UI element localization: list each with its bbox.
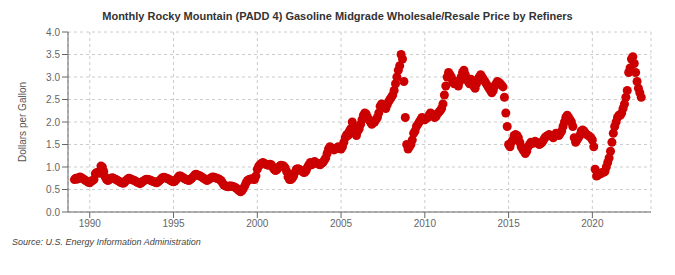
svg-text:3.5: 3.5 bbox=[46, 49, 60, 60]
svg-text:2.5: 2.5 bbox=[46, 94, 60, 105]
svg-text:1.0: 1.0 bbox=[46, 162, 60, 173]
svg-text:1995: 1995 bbox=[162, 218, 185, 229]
svg-text:1.5: 1.5 bbox=[46, 139, 60, 150]
svg-text:2.0: 2.0 bbox=[46, 117, 60, 128]
svg-text:Dollars per Gallon: Dollars per Gallon bbox=[17, 82, 28, 162]
svg-text:0.5: 0.5 bbox=[46, 184, 60, 195]
svg-text:2005: 2005 bbox=[330, 218, 353, 229]
svg-text:2020: 2020 bbox=[581, 218, 604, 229]
svg-text:3.0: 3.0 bbox=[46, 72, 60, 83]
svg-text:4.0: 4.0 bbox=[46, 27, 60, 38]
svg-text:0.0: 0.0 bbox=[46, 207, 60, 218]
svg-text:2015: 2015 bbox=[497, 218, 520, 229]
svg-text:2000: 2000 bbox=[246, 218, 269, 229]
svg-text:2010: 2010 bbox=[414, 218, 437, 229]
svg-text:1990: 1990 bbox=[79, 218, 102, 229]
html-text:Source: U.S. Energy Informatio: Source: U.S. Energy Information Administ… bbox=[12, 237, 201, 247]
html-text:Monthly Rocky Mountain (PADD 4: Monthly Rocky Mountain (PADD 4) Gasoline… bbox=[102, 10, 573, 22]
